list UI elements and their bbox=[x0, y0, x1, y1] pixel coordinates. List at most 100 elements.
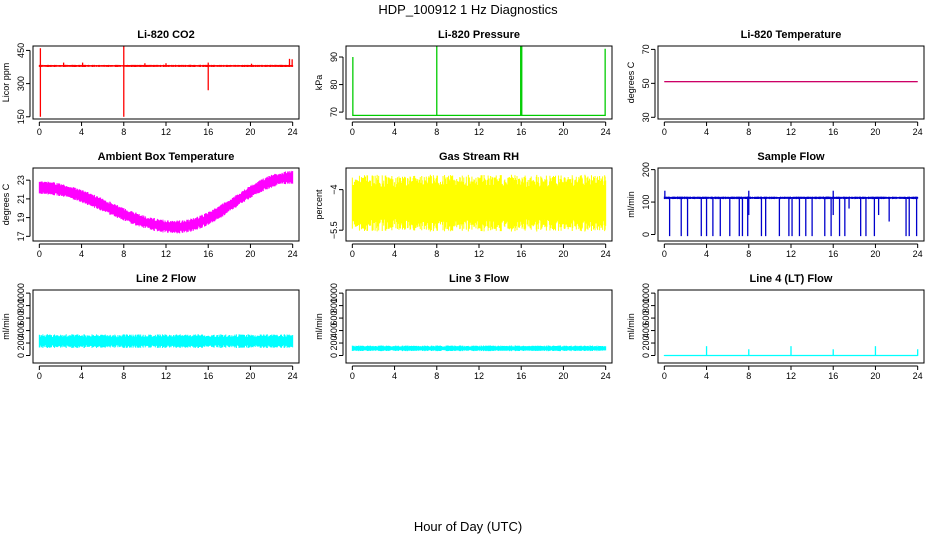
x-tick-label: 20 bbox=[245, 249, 255, 259]
x-tick-label: 8 bbox=[434, 249, 439, 259]
x-tick-label: 8 bbox=[746, 249, 751, 259]
x-tick-label: 16 bbox=[516, 249, 526, 259]
x-tick-label: 12 bbox=[786, 249, 796, 259]
y-tick-label: 150 bbox=[16, 109, 26, 124]
x-tick-label: 12 bbox=[161, 249, 171, 259]
panel-title: Li-820 Pressure bbox=[438, 29, 520, 41]
x-tick-label: 4 bbox=[704, 371, 709, 381]
x-tick-label: 20 bbox=[870, 127, 880, 137]
x-axis: 0 4 8 12 16 20 24 bbox=[37, 121, 298, 137]
figure-title: HDP_100912 1 Hz Diagnostics bbox=[378, 2, 558, 17]
x-tick-label: 24 bbox=[288, 371, 298, 381]
x-tick-label: 12 bbox=[786, 371, 796, 381]
plot-frame bbox=[32, 167, 300, 242]
plot-frame bbox=[345, 167, 613, 242]
y-axis: 30 50 70 degrees C bbox=[626, 44, 656, 122]
x-tick-label: 4 bbox=[704, 127, 709, 137]
panel-title: Gas Stream RH bbox=[439, 151, 519, 163]
y-axis-label: ml/min bbox=[314, 313, 324, 340]
y-tick-label: 0 bbox=[641, 232, 651, 237]
panel-title: Line 4 (LT) Flow bbox=[750, 273, 833, 285]
y-tick-label: 1000 bbox=[16, 283, 26, 303]
panel-title: Line 2 Flow bbox=[136, 273, 196, 285]
x-tick-label: 4 bbox=[392, 249, 397, 259]
panel-5: Sample Flow 0 4 8 12 16 20 24 0 100 200 ml/min bbox=[626, 151, 925, 259]
series-area bbox=[351, 174, 607, 232]
plot-frame bbox=[657, 289, 925, 364]
x-tick-label: 16 bbox=[828, 249, 838, 259]
x-tick-label: 8 bbox=[121, 371, 126, 381]
y-axis: 17 19 21 23 degrees C bbox=[1, 175, 31, 241]
y-tick-label: 21 bbox=[16, 194, 26, 204]
y-axis-label: kPa bbox=[314, 75, 324, 91]
series-area bbox=[351, 345, 607, 352]
x-tick-label: 4 bbox=[392, 371, 397, 381]
y-tick-label: 1000 bbox=[641, 283, 651, 303]
y-tick-label: 90 bbox=[329, 52, 339, 62]
y-tick-label: 400 bbox=[641, 323, 651, 338]
x-tick-label: 8 bbox=[121, 127, 126, 137]
plot-frame bbox=[32, 289, 300, 364]
x-tick-label: 16 bbox=[828, 127, 838, 137]
panel-8: Line 4 (LT) Flow 0 4 8 12 16 20 24 0 200400600800… bbox=[626, 273, 925, 381]
x-tick-label: 16 bbox=[516, 127, 526, 137]
x-tick-label: 0 bbox=[37, 249, 42, 259]
y-tick-label: 400 bbox=[16, 323, 26, 338]
y-tick-label: 200 bbox=[641, 162, 651, 177]
x-tick-label: 20 bbox=[245, 371, 255, 381]
series-area bbox=[663, 190, 919, 237]
y-axis-label: degrees C bbox=[1, 183, 11, 225]
y-tick-label: 19 bbox=[16, 213, 26, 223]
y-tick-label: 800 bbox=[329, 298, 339, 313]
y-tick-label: 80 bbox=[329, 80, 339, 90]
x-tick-label: 24 bbox=[913, 249, 923, 259]
series-area bbox=[38, 334, 294, 349]
y-tick-label: 0 bbox=[16, 353, 26, 358]
y-tick-label: 200 bbox=[641, 336, 651, 351]
x-tick-label: 20 bbox=[558, 249, 568, 259]
panel-title: Line 3 Flow bbox=[449, 273, 509, 285]
x-tick-label: 16 bbox=[203, 127, 213, 137]
y-axis: −5.5 −4 percent bbox=[314, 184, 344, 239]
x-tick-label: 8 bbox=[746, 371, 751, 381]
x-tick-label: 20 bbox=[558, 371, 568, 381]
series-area bbox=[38, 170, 294, 234]
y-tick-label: 600 bbox=[16, 311, 26, 326]
panel-1: Li-820 Pressure 0 4 8 12 16 20 24 70 80 90 kPa bbox=[314, 29, 613, 137]
y-tick-label: 400 bbox=[329, 323, 339, 338]
y-tick-label: 800 bbox=[641, 298, 651, 313]
x-axis: 0 4 8 12 16 20 24 bbox=[662, 365, 923, 381]
x-tick-label: 4 bbox=[79, 127, 84, 137]
x-tick-label: 20 bbox=[870, 249, 880, 259]
series-area bbox=[38, 46, 294, 117]
x-tick-label: 16 bbox=[516, 371, 526, 381]
y-tick-label: 800 bbox=[16, 298, 26, 313]
panel-title: Li-820 Temperature bbox=[741, 29, 842, 41]
y-axis: 150 300 450 Licor ppm bbox=[1, 43, 31, 124]
x-tick-label: 0 bbox=[37, 371, 42, 381]
y-tick-label: 0 bbox=[641, 353, 651, 358]
x-tick-label: 0 bbox=[662, 249, 667, 259]
y-tick-label: 70 bbox=[641, 44, 651, 54]
panel-2: Li-820 Temperature 0 4 8 12 16 20 24 30 50 70 degre… bbox=[626, 29, 925, 137]
y-tick-label: 0 bbox=[329, 353, 339, 358]
x-tick-label: 20 bbox=[870, 371, 880, 381]
x-axis: 0 4 8 12 16 20 24 bbox=[350, 243, 611, 259]
x-tick-label: 0 bbox=[662, 371, 667, 381]
x-tick-label: 12 bbox=[474, 249, 484, 259]
x-tick-label: 8 bbox=[121, 249, 126, 259]
panel-4: Gas Stream RH 0 4 8 12 16 20 24 −5.5 −4 percent bbox=[314, 151, 613, 259]
y-axis-label: percent bbox=[314, 189, 324, 220]
x-axis-title: Hour of Day (UTC) bbox=[414, 519, 522, 534]
y-tick-label: −5.5 bbox=[329, 221, 339, 239]
x-tick-label: 20 bbox=[245, 127, 255, 137]
panel-title: Ambient Box Temperature bbox=[98, 151, 235, 163]
y-axis-label: ml/min bbox=[626, 313, 636, 340]
series-area bbox=[352, 46, 606, 117]
x-tick-label: 12 bbox=[474, 127, 484, 137]
panel-title: Li-820 CO2 bbox=[137, 29, 194, 41]
y-tick-label: 1000 bbox=[329, 283, 339, 303]
